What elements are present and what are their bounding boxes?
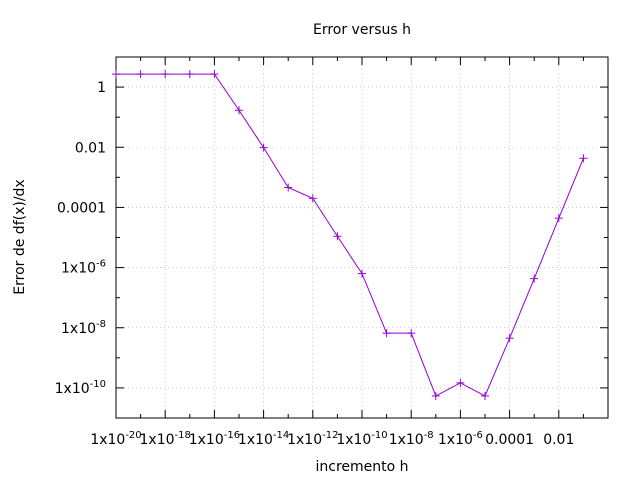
y-tick-label: 0.01 <box>75 140 106 156</box>
y-tick-label: 0.0001 <box>57 200 106 216</box>
y-tick-label: 1x10-6 <box>61 259 106 277</box>
x-tick-label: 1x10-10 <box>336 430 387 448</box>
x-tick-label: 1x10-18 <box>140 430 191 448</box>
grid <box>115 57 608 418</box>
data-point <box>554 214 563 223</box>
data-points <box>112 70 588 400</box>
data-point <box>136 70 145 79</box>
data-point <box>579 154 588 163</box>
data-point <box>530 274 539 283</box>
x-tick-labels: 1x10-201x10-181x10-161x10-141x10-121x10-… <box>90 430 574 448</box>
data-point <box>112 70 120 79</box>
data-point <box>333 232 342 241</box>
data-point <box>382 329 391 338</box>
y-axis-title: Error de df(x)/dx <box>12 179 28 294</box>
axis-ticks <box>115 56 608 419</box>
data-point <box>456 378 465 387</box>
y-tick-label: 1x10-10 <box>55 379 106 397</box>
data-point <box>185 70 194 79</box>
x-tick-label: 1x10-6 <box>438 430 483 448</box>
y-tick-label: 1 <box>97 80 106 96</box>
x-tick-label: 1x10-12 <box>287 430 338 448</box>
data-point <box>505 334 514 343</box>
data-point <box>481 391 489 400</box>
x-tick-label: 0.01 <box>543 432 574 448</box>
data-point <box>431 391 440 400</box>
data-point <box>308 194 317 203</box>
x-tick-label: 1x10-20 <box>90 430 141 448</box>
x-axis-title: incremento h <box>315 459 408 475</box>
y-tick-labels: 1 0.01 0.0001 1x10-6 1x10-8 1x10-10 <box>55 80 106 397</box>
x-tick-label: 0.0001 <box>485 432 534 448</box>
x-tick-label: 1x10-16 <box>189 430 240 448</box>
data-point <box>407 329 416 338</box>
data-point <box>259 143 268 152</box>
data-point <box>210 70 219 79</box>
data-point <box>235 106 243 115</box>
x-tick-label: 1x10-8 <box>389 430 434 448</box>
y-tick-label: 1x10-8 <box>61 319 106 337</box>
series-line <box>116 73 584 397</box>
x-tick-label: 1x10-14 <box>238 430 289 448</box>
data-point <box>161 70 170 79</box>
data-point <box>358 269 366 278</box>
chart-title: Error versus h <box>313 22 411 38</box>
data-point <box>284 183 293 192</box>
